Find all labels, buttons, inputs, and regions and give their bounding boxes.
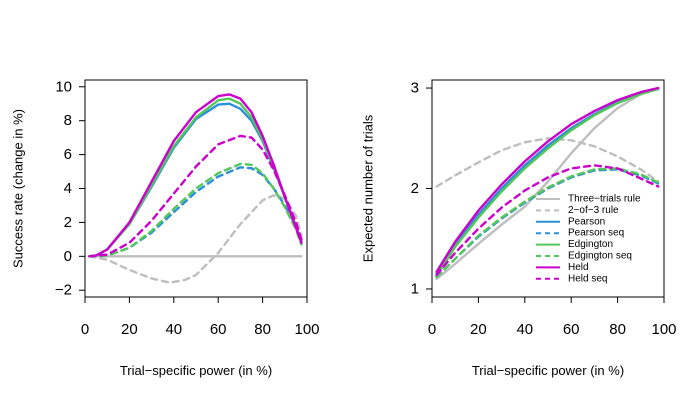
x-axis-title: Trial−specific power (in %) xyxy=(120,363,272,378)
series-line-held-seq xyxy=(88,134,303,258)
x-axis-title: Trial−specific power (in %) xyxy=(472,363,624,378)
y-axis-title: Expected number of trials xyxy=(361,114,376,262)
series-line-three xyxy=(435,86,660,281)
series-line-held xyxy=(88,93,303,258)
series-line-edgington-seq xyxy=(435,167,660,279)
legend-label: Pearson xyxy=(568,216,605,227)
series-line-edgington xyxy=(435,87,660,278)
y-tick-label: 2 xyxy=(64,214,72,231)
series-line-two xyxy=(435,137,660,188)
x-tick-label: 40 xyxy=(516,321,533,338)
y-tick-label: 3 xyxy=(411,80,419,97)
legend-label: 2−of−3 rule xyxy=(568,205,619,216)
series-line-held-seq xyxy=(435,164,660,277)
y-tick-label: 8 xyxy=(64,112,72,129)
series-line-two xyxy=(88,194,303,284)
series-line-held xyxy=(435,86,660,274)
y-tick-label: 0 xyxy=(64,248,72,265)
legend-label: Edgington xyxy=(568,239,613,250)
x-tick-label: 40 xyxy=(165,321,182,338)
series-line-pearson-seq xyxy=(88,166,303,258)
x-tick-label: 80 xyxy=(609,321,626,338)
legend-label: Held xyxy=(568,262,589,273)
y-tick-label: 10 xyxy=(55,78,72,95)
y-tick-label: 4 xyxy=(64,180,72,197)
series-line-edgington-seq xyxy=(88,162,303,258)
x-tick-label: 100 xyxy=(651,321,676,338)
y-tick-label: −2 xyxy=(55,282,72,299)
x-tick-label: 20 xyxy=(470,321,487,338)
expected-trials-panel: 0 20 40 60 80 100 1 2 3 Trial−specific power (in … xyxy=(361,79,677,378)
y-tick-label: 2 xyxy=(411,180,419,197)
legend-label: Three−trials rule xyxy=(568,194,641,205)
x-tick-label: 0 xyxy=(428,321,436,338)
x-tick-label: 80 xyxy=(254,321,271,338)
legend-label: Edgington seq xyxy=(568,251,632,262)
legend-label: Held seq xyxy=(568,273,607,284)
x-tick-label: 60 xyxy=(210,321,227,338)
x-tick-label: 0 xyxy=(81,321,89,338)
x-tick-label: 100 xyxy=(294,321,319,338)
legend-label: Pearson seq xyxy=(568,228,624,239)
x-tick-label: 20 xyxy=(121,321,138,338)
success-rate-panel: 0 20 40 60 80 100 −2 0 2 4 6 8 10 Trial−specific powe… xyxy=(11,78,320,378)
y-tick-label: 1 xyxy=(411,280,419,297)
y-axis-title: Success rate (change in %) xyxy=(11,109,26,268)
x-tick-label: 60 xyxy=(563,321,580,338)
y-tick-label: 6 xyxy=(64,146,72,163)
